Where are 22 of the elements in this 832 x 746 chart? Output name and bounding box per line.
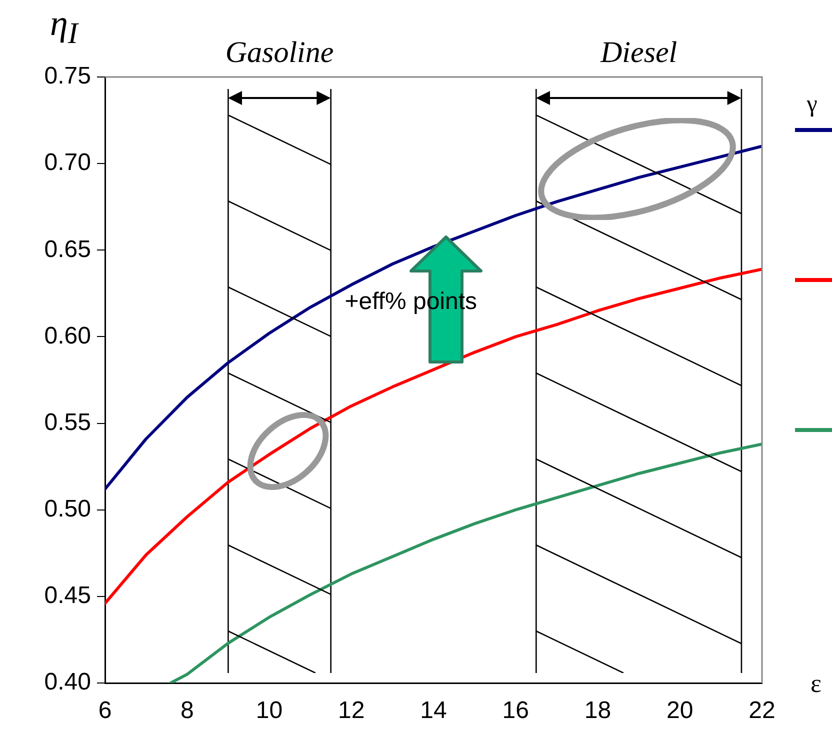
x-tick-label: 14 <box>420 697 447 724</box>
y-tick-label: 0.45 <box>44 582 91 610</box>
text: Gasoline <box>225 36 334 69</box>
y-tick-label: 0.75 <box>44 62 91 90</box>
y-axis-title: η$_{I}$ <box>50 2 78 52</box>
y-tick-label: 0.50 <box>44 495 91 522</box>
x-tick-label: 12 <box>338 697 365 724</box>
y-tick-label: 0.60 <box>44 322 91 350</box>
legend-title: γ <box>806 91 818 118</box>
y-tick-label: 0.40 <box>44 668 91 696</box>
text: Diesel <box>599 36 678 69</box>
y-tick-label: 0.65 <box>44 236 91 263</box>
x-axis-title: ε <box>810 668 822 698</box>
x-tick-label: 8 <box>180 697 194 724</box>
x-tick-label: 22 <box>748 697 776 724</box>
x-tick-label: 18 <box>584 697 612 724</box>
x-tick-label: 20 <box>666 697 694 724</box>
y-tick-label: 0.70 <box>44 149 91 176</box>
x-tick-label: 6 <box>98 697 112 724</box>
x-tick-label: 16 <box>502 697 529 724</box>
y-tick-label: 0.55 <box>44 408 91 436</box>
x-tick-label: 10 <box>256 697 283 724</box>
